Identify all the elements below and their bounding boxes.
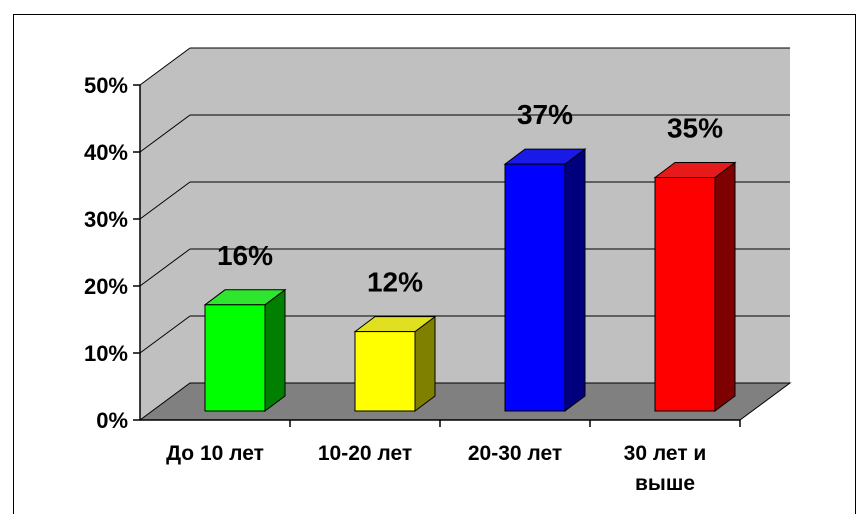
x-tick-label: 30 лет и: [624, 442, 707, 465]
bar: [204, 304, 266, 412]
bar-side: [264, 288, 286, 412]
bar-side: [714, 161, 736, 412]
bar: [654, 177, 716, 412]
bar-side: [414, 315, 436, 412]
y-tick-label: 10%: [84, 341, 128, 366]
y-tick-label: 40%: [84, 140, 128, 165]
back-wall: [190, 48, 790, 383]
chart-frame: [13, 14, 856, 514]
x-tick-label: 10-20 лет: [318, 442, 412, 465]
bar-side: [564, 148, 586, 412]
y-tick-label: 30%: [84, 207, 128, 232]
y-tick-label: 0%: [96, 408, 128, 433]
bar: [354, 331, 416, 412]
side-wall: [140, 48, 190, 420]
gridline-side: [139, 315, 191, 354]
data-label: 37%: [517, 99, 573, 130]
data-label: 35%: [667, 113, 723, 144]
data-label: 16%: [217, 240, 273, 271]
x-tick-label: 20-30 лет: [468, 442, 562, 465]
data-label: 12%: [367, 267, 423, 298]
gridline-side: [139, 47, 191, 86]
gridline-side: [139, 114, 191, 153]
gridline-side: [139, 248, 191, 287]
y-tick-label: 50%: [84, 73, 128, 98]
bar: [504, 163, 566, 412]
x-tick-label: До 10 лет: [166, 442, 264, 465]
x-tick-label: выше: [635, 472, 695, 495]
gridline-side: [139, 181, 191, 220]
y-tick-label: 20%: [84, 274, 128, 299]
